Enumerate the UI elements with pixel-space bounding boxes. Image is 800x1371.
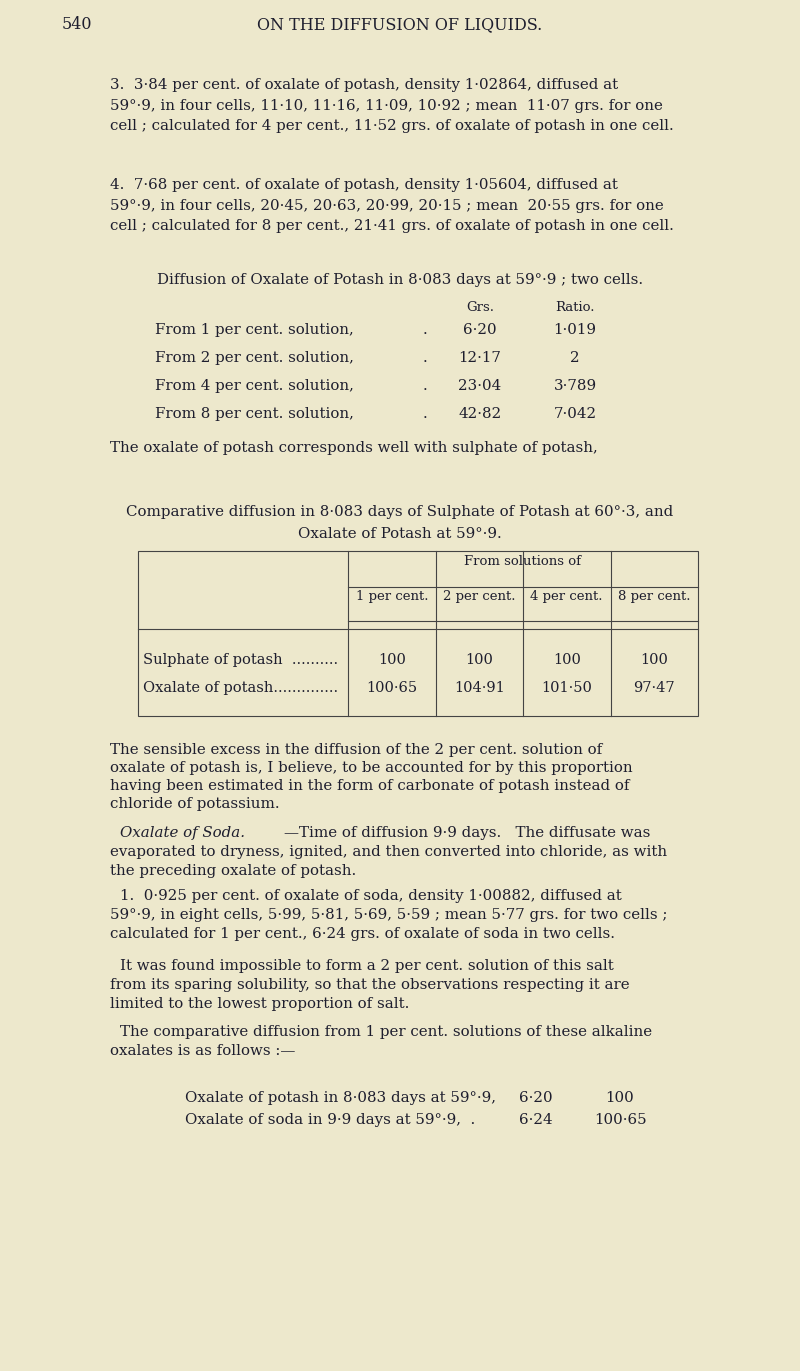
Text: chloride of potassium.: chloride of potassium. <box>110 797 280 812</box>
Text: 100·65: 100·65 <box>366 681 418 695</box>
Text: 2 per cent.: 2 per cent. <box>443 590 515 603</box>
Text: 6·20: 6·20 <box>519 1091 553 1105</box>
Text: The comparative diffusion from 1 per cent. solutions of these alkaline: The comparative diffusion from 1 per cen… <box>120 1026 652 1039</box>
Text: oxalates is as follows :—: oxalates is as follows :— <box>110 1043 295 1058</box>
Text: From solutions of: From solutions of <box>465 555 582 568</box>
Text: 97·47: 97·47 <box>634 681 675 695</box>
Text: 23·04: 23·04 <box>458 378 502 393</box>
Text: 3·789: 3·789 <box>554 378 597 393</box>
Text: Oxalate of potash..............: Oxalate of potash.............. <box>143 681 338 695</box>
Text: The sensible excess in the diffusion of the 2 per cent. solution of: The sensible excess in the diffusion of … <box>110 743 602 757</box>
Text: 6·20: 6·20 <box>463 324 497 337</box>
Text: 8 per cent.: 8 per cent. <box>618 590 690 603</box>
Text: Ratio.: Ratio. <box>555 302 594 314</box>
Text: —Time of diffusion 9·9 days.   The diffusate was: —Time of diffusion 9·9 days. The diffusa… <box>284 825 650 840</box>
Text: 100: 100 <box>553 653 581 668</box>
Text: limited to the lowest proportion of salt.: limited to the lowest proportion of salt… <box>110 997 410 1010</box>
Text: 540: 540 <box>62 16 93 33</box>
Text: oxalate of potash is, I believe, to be accounted for by this proportion: oxalate of potash is, I believe, to be a… <box>110 761 633 775</box>
Text: calculated for 1 per cent., 6·24 grs. of oxalate of soda in two cells.: calculated for 1 per cent., 6·24 grs. of… <box>110 927 615 941</box>
Text: .: . <box>422 351 427 365</box>
Text: Comparative diffusion in 8·083 days of Sulphate of Potash at 60°·3, and: Comparative diffusion in 8·083 days of S… <box>126 505 674 520</box>
Text: From 4 per cent. solution,: From 4 per cent. solution, <box>155 378 354 393</box>
Text: 100: 100 <box>466 653 493 668</box>
Text: from its sparing solubility, so that the observations respecting it are: from its sparing solubility, so that the… <box>110 978 630 993</box>
Text: 3.  3·84 per cent. of oxalate of potash, density 1·02864, diffused at
59°·9, in : 3. 3·84 per cent. of oxalate of potash, … <box>110 78 674 133</box>
Text: Diffusion of Oxalate of Potash in 8·083 days at 59°·9 ; two cells.: Diffusion of Oxalate of Potash in 8·083 … <box>157 273 643 287</box>
Text: 100: 100 <box>606 1091 634 1105</box>
Text: The oxalate of potash corresponds well with sulphate of potash,: The oxalate of potash corresponds well w… <box>110 441 598 455</box>
Text: Oxalate of Soda.: Oxalate of Soda. <box>120 825 245 840</box>
Text: 100·65: 100·65 <box>594 1113 646 1127</box>
Text: 7·042: 7·042 <box>554 407 597 421</box>
Text: Sulphate of potash  ..........: Sulphate of potash .......... <box>143 653 338 668</box>
Text: From 1 per cent. solution,: From 1 per cent. solution, <box>155 324 354 337</box>
Text: 2: 2 <box>570 351 580 365</box>
Text: 12·17: 12·17 <box>458 351 502 365</box>
Text: Oxalate of potash in 8·083 days at 59°·9,: Oxalate of potash in 8·083 days at 59°·9… <box>185 1091 496 1105</box>
Text: 4.  7·68 per cent. of oxalate of potash, density 1·05604, diffused at
59°·9, in : 4. 7·68 per cent. of oxalate of potash, … <box>110 178 674 233</box>
Text: 100: 100 <box>640 653 668 668</box>
Text: 1 per cent.: 1 per cent. <box>355 590 428 603</box>
Text: From 8 per cent. solution,: From 8 per cent. solution, <box>155 407 354 421</box>
Text: 100: 100 <box>378 653 406 668</box>
Text: 4 per cent.: 4 per cent. <box>530 590 603 603</box>
Text: 1.  0·925 per cent. of oxalate of soda, density 1·00882, diffused at: 1. 0·925 per cent. of oxalate of soda, d… <box>120 888 622 903</box>
Text: having been estimated in the form of carbonate of potash instead of: having been estimated in the form of car… <box>110 779 630 792</box>
Text: .: . <box>422 324 427 337</box>
Text: From 2 per cent. solution,: From 2 per cent. solution, <box>155 351 354 365</box>
Text: ON THE DIFFUSION OF LIQUIDS.: ON THE DIFFUSION OF LIQUIDS. <box>258 16 542 33</box>
Text: evaporated to dryness, ignited, and then converted into chloride, as with: evaporated to dryness, ignited, and then… <box>110 845 667 860</box>
Text: 42·82: 42·82 <box>458 407 502 421</box>
Text: It was found impossible to form a 2 per cent. solution of this salt: It was found impossible to form a 2 per … <box>120 958 614 973</box>
Text: 101·50: 101·50 <box>542 681 592 695</box>
Text: 59°·9, in eight cells, 5·99, 5·81, 5·69, 5·59 ; mean 5·77 grs. for two cells ;: 59°·9, in eight cells, 5·99, 5·81, 5·69,… <box>110 908 667 923</box>
Bar <box>138 551 698 716</box>
Text: 6·24: 6·24 <box>519 1113 553 1127</box>
Text: Grs.: Grs. <box>466 302 494 314</box>
Text: 1·019: 1·019 <box>554 324 597 337</box>
Text: Oxalate of soda in 9·9 days at 59°·9,  .: Oxalate of soda in 9·9 days at 59°·9, . <box>185 1113 475 1127</box>
Text: 104·91: 104·91 <box>454 681 505 695</box>
Text: the preceding oxalate of potash.: the preceding oxalate of potash. <box>110 864 356 877</box>
Text: Oxalate of Potash at 59°·9.: Oxalate of Potash at 59°·9. <box>298 526 502 542</box>
Text: .: . <box>422 378 427 393</box>
Text: .: . <box>422 407 427 421</box>
